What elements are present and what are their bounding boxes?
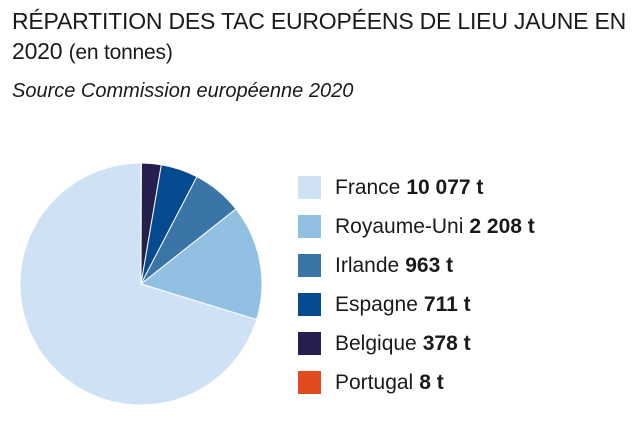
chart-title-text: RÉPARTITION DES TAC EUROPÉENS DE LIEU JA… (12, 8, 627, 64)
legend-item-portugal: Portugal 8 t (298, 363, 535, 402)
legend-label: Irlande (335, 253, 400, 277)
legend-swatch (298, 176, 321, 199)
legend-label: Espagne (335, 292, 418, 316)
legend-item-espagne: Espagne 711 t (298, 285, 535, 324)
chart-title-unit: (en tonnes) (68, 41, 173, 64)
pie-slice-france (19, 162, 258, 406)
legend-value: 8 t (419, 370, 444, 394)
legend-swatch (298, 254, 321, 277)
chart-title: RÉPARTITION DES TAC EUROPÉENS DE LIEU JA… (12, 6, 632, 68)
legend-label: Royaume-Uni (335, 214, 464, 238)
legend-item-belgique: Belgique 378 t (298, 324, 535, 363)
legend-item-royaume-uni: Royaume-Uni 2 208 t (298, 207, 535, 246)
legend-label: Portugal (335, 370, 414, 394)
legend-item-france: France 10 077 t (298, 168, 535, 207)
legend-value: 963 t (405, 253, 454, 277)
legend: France 10 077 t Royaume-Uni 2 208 t Irlande 9… (298, 168, 535, 402)
legend-label: Belgique (335, 331, 417, 355)
legend-swatch (298, 293, 321, 316)
legend-label: France (335, 175, 401, 199)
legend-swatch (298, 215, 321, 238)
legend-swatch (298, 332, 321, 355)
chart-source: Source Commission européenne 2020 (12, 80, 354, 102)
legend-value: 378 t (422, 331, 471, 355)
legend-swatch (298, 371, 321, 394)
legend-item-irlande: Irlande 963 t (298, 246, 535, 285)
legend-value: 711 t (423, 292, 471, 316)
pie-slice-royaume-uni (139, 208, 263, 321)
legend-value: 2 208 t (469, 214, 535, 238)
legend-value: 10 077 t (406, 175, 484, 199)
